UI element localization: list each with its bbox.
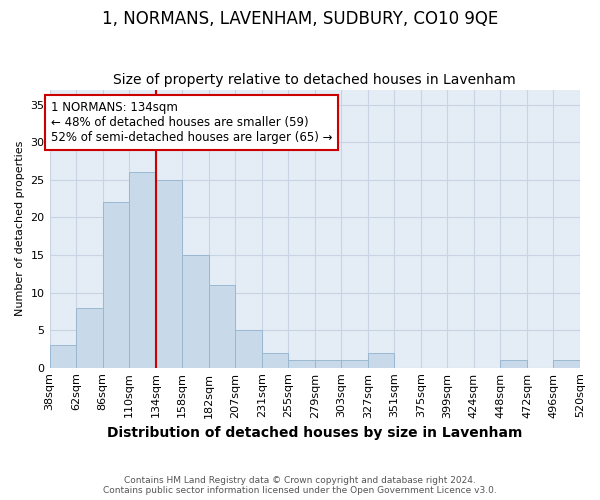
Text: 1, NORMANS, LAVENHAM, SUDBURY, CO10 9QE: 1, NORMANS, LAVENHAM, SUDBURY, CO10 9QE <box>102 10 498 28</box>
Text: 1 NORMANS: 134sqm
← 48% of detached houses are smaller (59)
52% of semi-detached: 1 NORMANS: 134sqm ← 48% of detached hous… <box>50 101 332 144</box>
Bar <box>235 330 262 368</box>
X-axis label: Distribution of detached houses by size in Lavenham: Distribution of detached houses by size … <box>107 426 523 440</box>
Bar <box>553 360 580 368</box>
Y-axis label: Number of detached properties: Number of detached properties <box>15 141 25 316</box>
Bar <box>288 360 315 368</box>
Bar <box>500 360 527 368</box>
Title: Size of property relative to detached houses in Lavenham: Size of property relative to detached ho… <box>113 73 516 87</box>
Bar <box>209 285 235 368</box>
Text: Contains HM Land Registry data © Crown copyright and database right 2024.
Contai: Contains HM Land Registry data © Crown c… <box>103 476 497 495</box>
Bar <box>129 172 155 368</box>
Bar <box>76 308 103 368</box>
Bar <box>50 345 76 368</box>
Bar <box>262 352 288 368</box>
Bar <box>182 255 209 368</box>
Bar <box>315 360 341 368</box>
Bar <box>368 352 394 368</box>
Bar <box>341 360 368 368</box>
Bar <box>155 180 182 368</box>
Bar <box>103 202 129 368</box>
